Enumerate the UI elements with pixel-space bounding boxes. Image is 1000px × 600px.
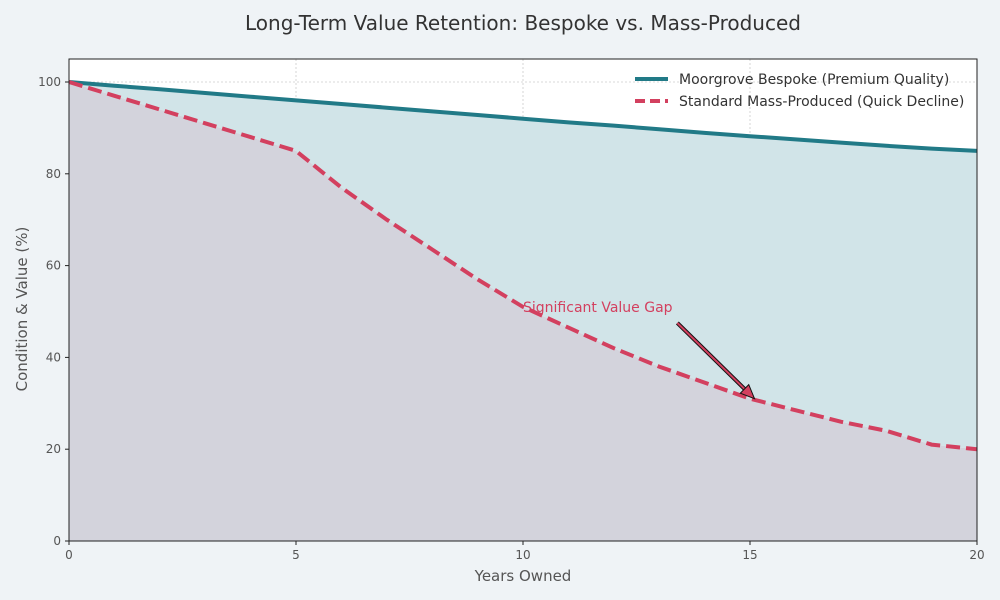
legend: Moorgrove Bespoke (Premium Quality) Stan… <box>635 72 964 110</box>
annotation: Significant Value Gap <box>523 300 756 400</box>
y-tick-label: 60 <box>46 259 61 273</box>
y-tick-label: 80 <box>46 167 61 181</box>
x-tick-label: 15 <box>742 548 757 562</box>
y-tick-label: 0 <box>53 534 61 548</box>
x-tick-label: 0 <box>65 548 73 562</box>
y-tick-label: 40 <box>46 350 61 364</box>
y-axis-ticks: 0 20 40 60 80 100 <box>38 75 69 548</box>
annotation-arrow-inner <box>676 322 746 390</box>
mass-produced-series-line <box>68 80 978 452</box>
y-tick-label: 20 <box>46 442 61 456</box>
annotation-text: Significant Value Gap <box>523 300 673 316</box>
x-axis-ticks: 0 5 10 15 20 <box>65 541 985 562</box>
legend-label-mass-produced: Standard Mass-Produced (Quick Decline) <box>679 94 964 110</box>
x-tick-label: 10 <box>515 548 530 562</box>
legend-label-bespoke: Moorgrove Bespoke (Premium Quality) <box>679 72 949 88</box>
mass-produced-fill-area <box>69 82 977 541</box>
annotation-arrow-head <box>739 383 756 400</box>
x-tick-label: 20 <box>969 548 984 562</box>
x-axis-label: Years Owned <box>474 567 572 585</box>
y-axis-label: Condition & Value (%) <box>13 227 31 392</box>
y-tick-label: 100 <box>38 75 61 89</box>
bespoke-fill-area <box>69 82 977 450</box>
bespoke-series-line <box>68 80 978 153</box>
x-tick-label: 5 <box>292 548 300 562</box>
chart-title: Long-Term Value Retention: Bespoke vs. M… <box>245 11 801 35</box>
